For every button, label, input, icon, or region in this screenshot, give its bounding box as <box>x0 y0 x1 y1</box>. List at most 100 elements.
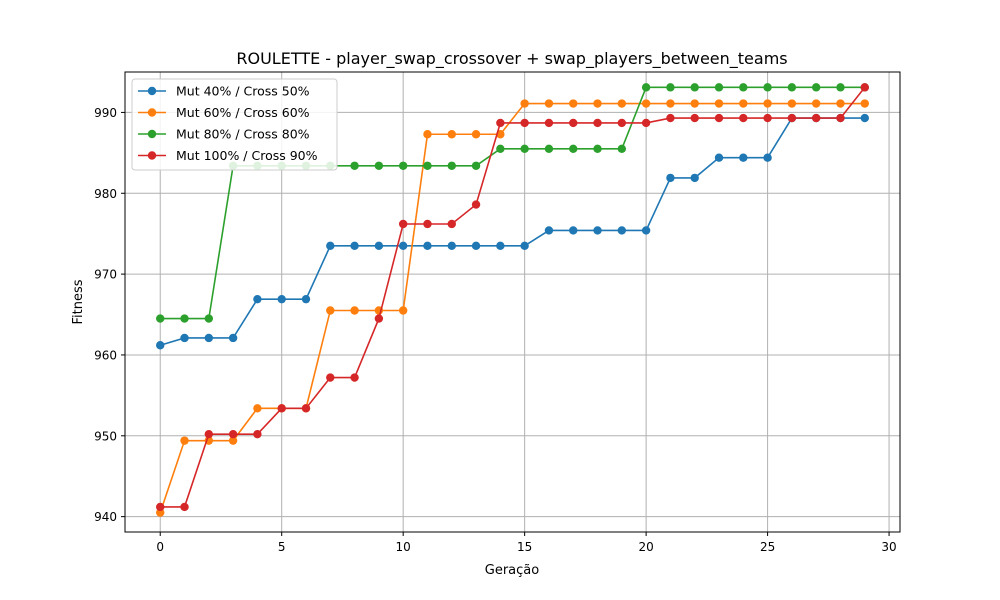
data-point <box>277 404 286 413</box>
data-point <box>666 173 675 183</box>
y-tick-label: 990 <box>94 106 117 120</box>
data-point <box>398 241 408 251</box>
data-point <box>228 333 238 343</box>
data-point <box>714 83 724 92</box>
legend-swatch-marker <box>147 86 157 96</box>
data-point <box>593 99 602 108</box>
data-point <box>763 153 772 162</box>
data-point <box>593 118 602 128</box>
chart-title: ROULETTE - player_swap_crossover + swap_… <box>236 49 787 69</box>
data-point <box>520 241 529 251</box>
data-point <box>714 113 724 123</box>
data-point <box>544 99 554 108</box>
data-point <box>180 502 189 512</box>
data-point <box>617 226 627 235</box>
data-point <box>180 436 189 445</box>
legend-swatch-marker <box>147 151 157 160</box>
legend-item: Mut 80% / Cross 80% <box>138 127 310 142</box>
data-point <box>326 306 335 315</box>
x-tick-label: 25 <box>760 540 775 554</box>
data-point <box>423 241 432 251</box>
data-point <box>666 113 675 123</box>
data-point <box>690 83 699 92</box>
x-tick-label: 15 <box>517 540 532 554</box>
data-point <box>860 83 869 92</box>
data-point <box>253 429 262 439</box>
y-axis-label: Fitness <box>71 279 86 324</box>
data-point <box>617 118 627 128</box>
data-point <box>811 83 821 92</box>
data-point <box>423 219 432 229</box>
data-point <box>763 99 772 108</box>
data-point <box>739 153 748 162</box>
data-point <box>520 144 529 154</box>
data-point <box>374 314 384 323</box>
legend-swatch-marker <box>147 108 157 117</box>
data-point <box>739 83 748 92</box>
plot-area-frame <box>124 71 901 533</box>
x-tick-label: 20 <box>638 540 653 554</box>
data-point <box>763 83 772 92</box>
data-point <box>471 241 481 251</box>
data-point <box>228 429 238 439</box>
axis-ticks: 0 5 10 15 20 25 30 940 950 960 970 980 990 <box>94 106 897 554</box>
legend-label: Mut 60% / Cross 60% <box>176 105 310 120</box>
data-point <box>350 161 359 170</box>
data-point <box>180 333 189 343</box>
data-point <box>690 173 699 183</box>
data-point <box>593 226 602 235</box>
data-point <box>544 144 554 154</box>
data-point <box>374 241 384 251</box>
data-point <box>714 99 724 108</box>
data-point <box>423 130 432 139</box>
data-point <box>641 226 651 235</box>
data-point <box>641 118 651 128</box>
data-point <box>836 113 845 123</box>
data-point <box>301 294 311 304</box>
data-point <box>447 241 456 251</box>
y-tick-label: 950 <box>94 429 117 443</box>
data-point <box>398 161 408 170</box>
data-point <box>496 144 505 154</box>
legend-box <box>131 78 338 171</box>
series-1 <box>156 113 869 350</box>
legend-label: Mut 100% / Cross 90% <box>176 148 318 163</box>
data-point <box>690 113 699 123</box>
data-point <box>398 306 408 315</box>
data-point <box>253 404 262 413</box>
data-point <box>544 118 554 128</box>
data-point <box>277 294 286 304</box>
data-point <box>617 144 627 154</box>
y-tick-label: 960 <box>94 348 117 362</box>
data-point <box>496 241 505 251</box>
data-point <box>811 99 821 108</box>
data-point <box>569 118 578 128</box>
legend-item: Mut 100% / Cross 90% <box>138 148 318 163</box>
data-point <box>641 83 651 92</box>
data-point <box>544 226 554 235</box>
data-point <box>180 314 189 323</box>
data-point <box>787 83 797 92</box>
x-tick-label: 5 <box>278 540 286 554</box>
data-point <box>641 99 651 108</box>
data-point <box>471 161 481 170</box>
data-point <box>739 113 748 123</box>
data-point <box>204 333 214 343</box>
data-point <box>156 341 165 350</box>
data-point <box>350 306 359 315</box>
data-point <box>204 429 214 439</box>
data-point <box>836 83 845 92</box>
data-point <box>350 241 359 251</box>
data-point <box>739 99 748 108</box>
data-point <box>447 161 456 170</box>
data-point <box>374 161 384 170</box>
data-point <box>569 99 578 108</box>
data-point <box>471 130 481 139</box>
legend-label: Mut 40% / Cross 50% <box>176 84 310 99</box>
data-point <box>228 436 238 445</box>
data-point <box>471 200 481 209</box>
data-point <box>811 113 821 123</box>
data-point <box>787 99 797 108</box>
x-tick-label: 0 <box>156 540 164 554</box>
